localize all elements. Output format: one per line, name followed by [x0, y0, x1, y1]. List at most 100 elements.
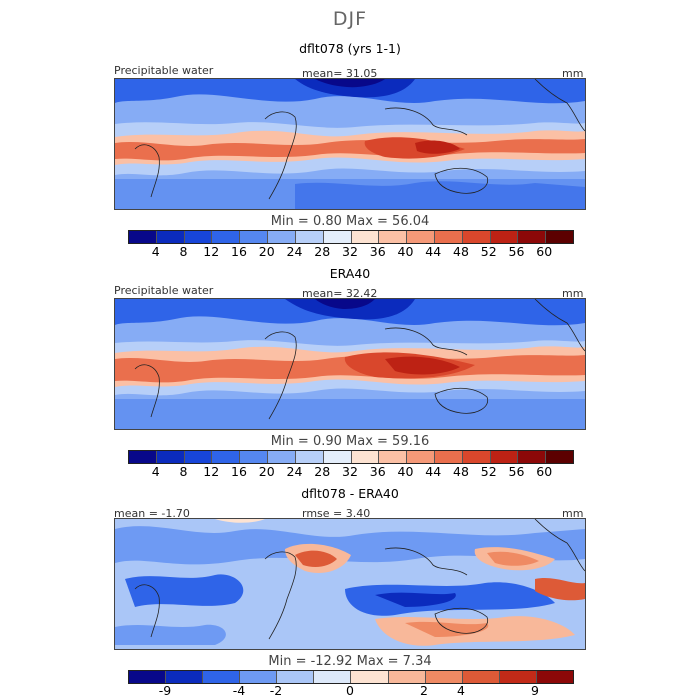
colorbar-swatch — [212, 231, 241, 243]
colorbar-swatch — [129, 671, 167, 683]
colorbar-tick-label: 44 — [425, 244, 442, 259]
panel1-left-label: Precipitable water — [114, 64, 214, 77]
panel3-colorbar-ticks: -9 -4 -2 0 2 4 9 — [128, 683, 572, 699]
colorbar-swatch — [156, 451, 185, 463]
colorbar-tick-label: 8 — [179, 244, 188, 259]
colorbar-tick-label: 24 — [286, 244, 303, 259]
colorbar-tick-label: 40 — [397, 464, 414, 479]
colorbar-swatch — [546, 231, 573, 243]
panel3-rmse-label: rmse = 3.40 — [302, 507, 371, 520]
colorbar-swatch — [425, 671, 463, 683]
colorbar-swatch — [323, 231, 352, 243]
panel2-map — [114, 298, 586, 430]
colorbar-tick-label: -2 — [269, 683, 283, 698]
panel2-title: ERA40 — [329, 266, 371, 281]
colorbar-tick-label: 60 — [536, 244, 553, 259]
colorbar-swatch — [546, 451, 573, 463]
colorbar-swatch — [379, 231, 408, 243]
colorbar-tick-label: 40 — [397, 244, 414, 259]
colorbar-tick-label: 28 — [314, 464, 331, 479]
colorbar-swatch — [462, 451, 491, 463]
panel2-colorbar-ticks: 4 8 12 16 20 24 28 32 36 40 44 48 52 56 60 — [128, 464, 572, 480]
colorbar-tick-label: 2 — [420, 683, 428, 698]
colorbar-swatch — [462, 671, 500, 683]
panel3-map-field — [115, 519, 585, 649]
panel1-mean-label: mean= 31.05 — [302, 67, 378, 80]
colorbar-tick-label: 16 — [231, 244, 247, 259]
colorbar-tick-label: 52 — [480, 244, 497, 259]
colorbar-swatch — [536, 671, 573, 683]
panel2-minmax: Min = 0.90 Max = 59.16 — [270, 434, 430, 449]
colorbar-swatch — [129, 231, 157, 243]
panel2-units: mm — [562, 287, 584, 300]
panel3-minmax: Min = -12.92 Max = 7.34 — [268, 654, 432, 669]
colorbar-tick-label: 32 — [342, 464, 358, 479]
colorbar-swatch — [314, 671, 352, 683]
colorbar-swatch — [434, 231, 463, 243]
colorbar-swatch — [407, 231, 435, 243]
colorbar-swatch — [351, 231, 380, 243]
colorbar-swatch — [379, 451, 408, 463]
colorbar-tick-label: 32 — [342, 244, 358, 259]
colorbar-tick-label: 4 — [151, 244, 160, 259]
colorbar-swatch — [184, 451, 213, 463]
colorbar-tick-label: 16 — [231, 464, 247, 479]
colorbar-tick-label: 44 — [425, 464, 442, 479]
colorbar-tick-label: 20 — [258, 464, 275, 479]
colorbar-swatch — [518, 231, 547, 243]
colorbar-swatch — [462, 231, 491, 243]
colorbar-tick-label: 60 — [536, 464, 553, 479]
colorbar-tick-label: 36 — [369, 244, 386, 259]
colorbar-swatch — [166, 671, 204, 683]
panel3-map — [114, 518, 586, 650]
colorbar-swatch — [351, 451, 380, 463]
colorbar-tick-label: 12 — [203, 464, 220, 479]
colorbar-tick-label: 12 — [203, 244, 220, 259]
colorbar-tick-label: 4 — [457, 683, 465, 698]
colorbar-swatch — [295, 231, 324, 243]
panel3-colorbar — [128, 670, 574, 684]
colorbar-swatch — [518, 451, 547, 463]
colorbar-tick-label: 8 — [179, 464, 188, 479]
colorbar-swatch — [295, 451, 324, 463]
colorbar-tick-label: 56 — [508, 244, 525, 259]
colorbar-swatch — [351, 671, 389, 683]
colorbar-swatch — [277, 671, 315, 683]
panel3-units: mm — [562, 507, 584, 520]
colorbar-tick-label: 52 — [480, 464, 497, 479]
panel2-colorbar — [128, 450, 574, 464]
panel1-units: mm — [562, 67, 584, 80]
colorbar-swatch — [499, 671, 537, 683]
colorbar-swatch — [490, 231, 519, 243]
colorbar-swatch — [240, 231, 269, 243]
colorbar-tick-label: 48 — [453, 464, 469, 479]
panel3-title: dflt078 - ERA40 — [301, 486, 399, 501]
colorbar-tick-label: -9 — [158, 683, 172, 698]
colorbar-tick-label: 9 — [531, 683, 539, 698]
colorbar-tick-label: -4 — [232, 683, 246, 698]
panel2-map-field — [115, 299, 585, 429]
colorbar-swatch — [240, 671, 278, 683]
panel2-left-label: Precipitable water — [114, 284, 214, 297]
colorbar-swatch — [212, 451, 241, 463]
colorbar-swatch — [129, 451, 157, 463]
panel2-mean-label: mean= 32.42 — [302, 287, 378, 300]
colorbar-swatch — [407, 451, 435, 463]
panel1-map-field — [115, 79, 585, 209]
colorbar-swatch — [490, 451, 519, 463]
colorbar-swatch — [156, 231, 185, 243]
colorbar-tick-label: 24 — [286, 464, 303, 479]
colorbar-tick-label: 48 — [453, 244, 469, 259]
colorbar-swatch — [203, 671, 241, 683]
panel1-minmax: Min = 0.80 Max = 56.04 — [270, 214, 430, 229]
colorbar-swatch — [240, 451, 269, 463]
colorbar-tick-label: 0 — [346, 683, 354, 698]
colorbar-swatch — [268, 231, 296, 243]
colorbar-tick-label: 36 — [369, 464, 386, 479]
colorbar-tick-label: 28 — [314, 244, 331, 259]
colorbar-swatch — [434, 451, 463, 463]
colorbar-swatch — [323, 451, 352, 463]
colorbar-swatch — [388, 671, 426, 683]
colorbar-tick-label: 20 — [258, 244, 275, 259]
panel3-mean-label: mean = -1.70 — [114, 507, 190, 520]
